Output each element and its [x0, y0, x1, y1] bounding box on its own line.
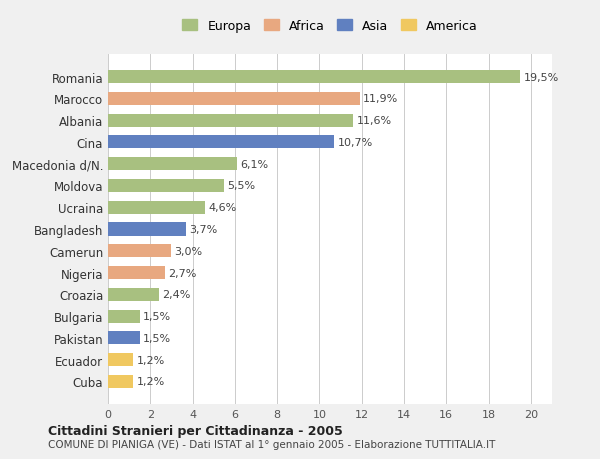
Bar — [108, 201, 205, 214]
Bar — [108, 353, 133, 366]
Text: 3,7%: 3,7% — [190, 224, 218, 235]
Text: 1,2%: 1,2% — [137, 355, 165, 365]
Bar — [108, 114, 353, 128]
Text: 6,1%: 6,1% — [240, 159, 268, 169]
Bar — [108, 375, 133, 388]
Bar — [108, 179, 224, 193]
Text: 4,6%: 4,6% — [208, 203, 236, 213]
Bar — [108, 310, 140, 323]
Bar — [108, 93, 359, 106]
Text: 1,5%: 1,5% — [143, 333, 171, 343]
Text: 19,5%: 19,5% — [523, 73, 559, 83]
Bar — [108, 245, 172, 258]
Bar — [108, 136, 334, 149]
Text: 11,9%: 11,9% — [363, 94, 398, 104]
Legend: Europa, Africa, Asia, America: Europa, Africa, Asia, America — [179, 16, 481, 36]
Text: 3,0%: 3,0% — [175, 246, 203, 256]
Text: 11,6%: 11,6% — [356, 116, 392, 126]
Text: 2,4%: 2,4% — [162, 290, 190, 300]
Bar — [108, 158, 237, 171]
Bar — [108, 288, 159, 301]
Text: Cittadini Stranieri per Cittadinanza - 2005: Cittadini Stranieri per Cittadinanza - 2… — [48, 424, 343, 437]
Text: 1,5%: 1,5% — [143, 311, 171, 321]
Text: 1,2%: 1,2% — [137, 376, 165, 386]
Text: COMUNE DI PIANIGA (VE) - Dati ISTAT al 1° gennaio 2005 - Elaborazione TUTTITALIA: COMUNE DI PIANIGA (VE) - Dati ISTAT al 1… — [48, 440, 496, 449]
Bar — [108, 223, 186, 236]
Text: 10,7%: 10,7% — [337, 138, 373, 148]
Bar — [108, 266, 165, 280]
Text: 2,7%: 2,7% — [168, 268, 197, 278]
Bar — [108, 71, 520, 84]
Bar — [108, 331, 140, 345]
Text: 5,5%: 5,5% — [227, 181, 256, 191]
